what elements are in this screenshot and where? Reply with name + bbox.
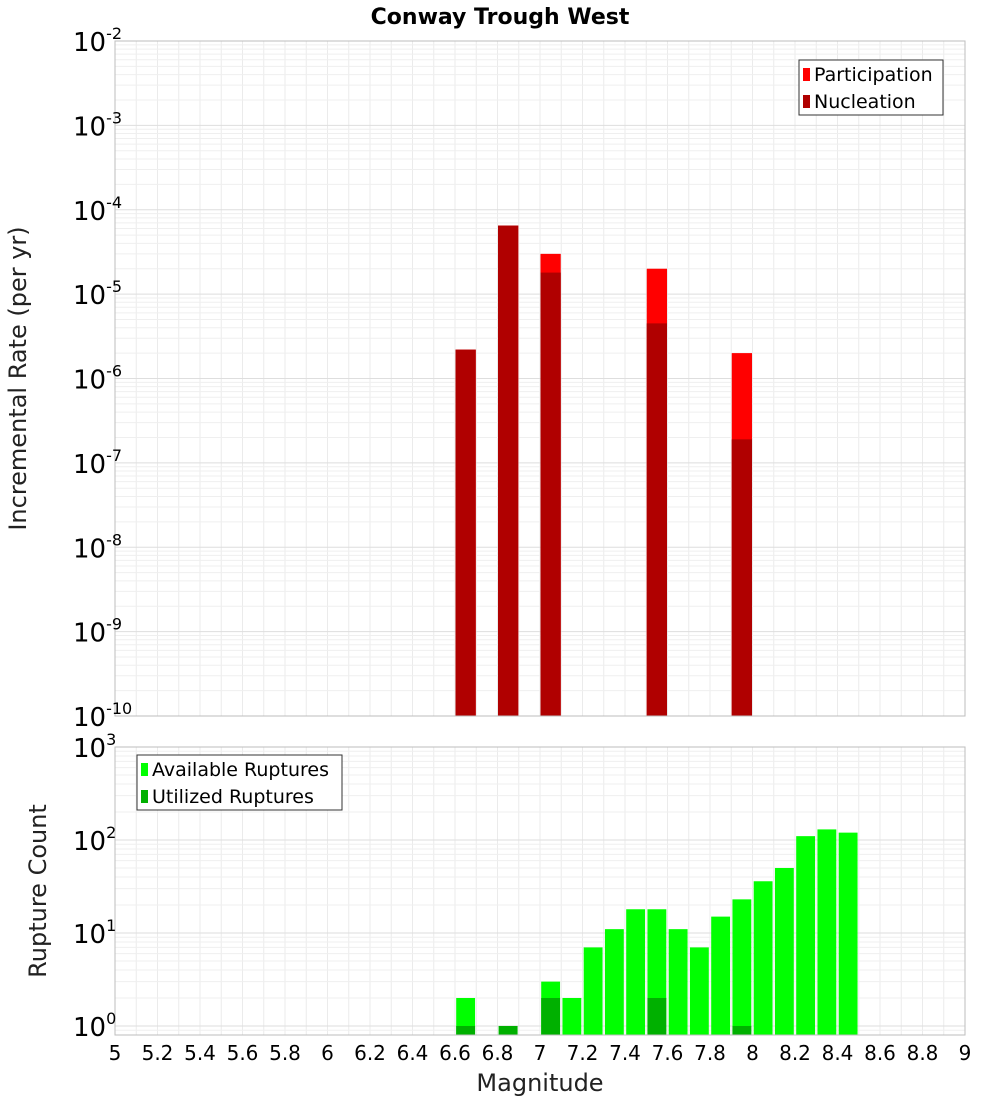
y-tick-labels: 100 101 102 103 <box>73 730 116 1043</box>
rupture-count-plot: 100 101 102 103 Rupture Count Available Ruptu… <box>24 730 971 1097</box>
x-tick-label: 8.6 <box>864 1041 896 1065</box>
bars <box>456 829 858 1035</box>
x-tick-label: 9 <box>959 1041 972 1065</box>
nucleation-bar <box>646 323 667 716</box>
available-ruptures-bar <box>562 997 582 1035</box>
available-ruptures-bar <box>456 997 476 1035</box>
x-tick-label: 8.8 <box>907 1041 939 1065</box>
x-tick-label: 5.2 <box>142 1041 174 1065</box>
legend-swatch <box>141 763 148 776</box>
x-tick-label: 7.6 <box>652 1041 684 1065</box>
available-ruptures-bar <box>817 829 837 1035</box>
y-tick-label: 103 <box>73 730 116 764</box>
y-tick-label: 10-9 <box>73 615 122 649</box>
available-ruptures-bar <box>838 832 858 1035</box>
y-tick-label: 10-3 <box>73 108 122 142</box>
x-tick-label: 7.4 <box>609 1041 641 1065</box>
legend-label: Nucleation <box>814 91 916 113</box>
available-ruptures-bar <box>668 929 688 1035</box>
x-tick-label: 6.6 <box>439 1041 471 1065</box>
available-ruptures-bar <box>626 909 646 1035</box>
utilized-ruptures-bar <box>498 1025 518 1035</box>
x-tick-label: 6.8 <box>482 1041 514 1065</box>
x-tick-label: 8 <box>746 1041 759 1065</box>
legend-box <box>798 59 944 116</box>
utilized-ruptures-bar <box>647 997 667 1035</box>
plot-frame <box>114 746 966 1036</box>
rate-plot: 10-10 10-9 10-8 10-7 10-6 10-5 10-4 10-3 10-2 Inc… <box>4 24 966 733</box>
utilized-ruptures-bar <box>541 997 561 1035</box>
y-tick-label: 10-6 <box>73 362 122 396</box>
x-tick-label: 5.4 <box>184 1041 216 1065</box>
available-ruptures-bar <box>753 881 773 1035</box>
y-tick-label: 10-7 <box>73 446 122 480</box>
x-tick-label: 5.6 <box>227 1041 259 1065</box>
y-axis-label: Incremental Rate (per yr) <box>4 226 32 530</box>
available-ruptures-bar <box>583 947 603 1035</box>
x-tick-label: 7 <box>534 1041 547 1065</box>
x-tick-labels: 5 5.2 5.4 5.6 5.8 6 6.2 6.4 6.6 6.8 7 7.2 7.4 7.6 7.8 8… <box>109 1041 972 1065</box>
x-tick-label: 6.4 <box>397 1041 429 1065</box>
available-ruptures-bar <box>689 947 709 1035</box>
utilized-ruptures-bar <box>456 1025 476 1035</box>
x-axis-label: Magnitude <box>476 1069 603 1097</box>
nucleation-bar <box>455 349 476 716</box>
available-ruptures-bar <box>796 836 816 1035</box>
legend: Available Ruptures Utilized Ruptures <box>136 754 343 811</box>
nucleation-bar <box>540 272 561 716</box>
plot-frame <box>114 40 966 717</box>
legend-label: Utilized Ruptures <box>152 786 314 808</box>
y-tick-label: 10-10 <box>73 699 132 733</box>
y-tick-label: 10-4 <box>73 193 122 227</box>
x-tick-label: 8.2 <box>779 1041 811 1065</box>
legend-label: Available Ruptures <box>152 759 329 781</box>
x-tick-label: 6 <box>321 1041 334 1065</box>
legend-label: Participation <box>814 64 933 86</box>
y-tick-label: 100 <box>73 1009 116 1043</box>
legend-box <box>136 754 343 811</box>
y-axis-label: Rupture Count <box>24 804 52 978</box>
x-tick-label: 5.8 <box>269 1041 301 1065</box>
y-tick-label: 10-5 <box>73 277 122 311</box>
y-tick-label: 10-8 <box>73 530 122 564</box>
chart-title: Conway Trough West <box>371 5 630 30</box>
nucleation-bar <box>498 225 519 716</box>
available-ruptures-bar <box>711 916 731 1035</box>
utilized-ruptures-bar <box>732 1025 752 1035</box>
y-tick-label: 102 <box>73 823 116 857</box>
x-tick-label: 7.8 <box>694 1041 726 1065</box>
legend: Participation Nucleation <box>798 59 944 116</box>
nucleation-bar <box>731 439 752 716</box>
x-tick-label: 6.2 <box>354 1041 386 1065</box>
available-ruptures-bar <box>604 929 624 1035</box>
legend-swatch <box>803 95 810 108</box>
available-ruptures-bar <box>774 867 794 1035</box>
legend-swatch <box>803 68 810 81</box>
y-tick-label: 10-2 <box>73 24 122 58</box>
y-tick-labels: 10-10 10-9 10-8 10-7 10-6 10-5 10-4 10-3 10-2 <box>73 24 132 733</box>
x-tick-label: 5 <box>109 1041 122 1065</box>
available-ruptures-bar <box>732 899 752 1035</box>
legend-swatch <box>141 790 148 803</box>
y-tick-label: 101 <box>73 916 116 950</box>
x-tick-label: 8.4 <box>822 1041 854 1065</box>
bars <box>455 225 752 716</box>
x-tick-label: 7.2 <box>567 1041 599 1065</box>
